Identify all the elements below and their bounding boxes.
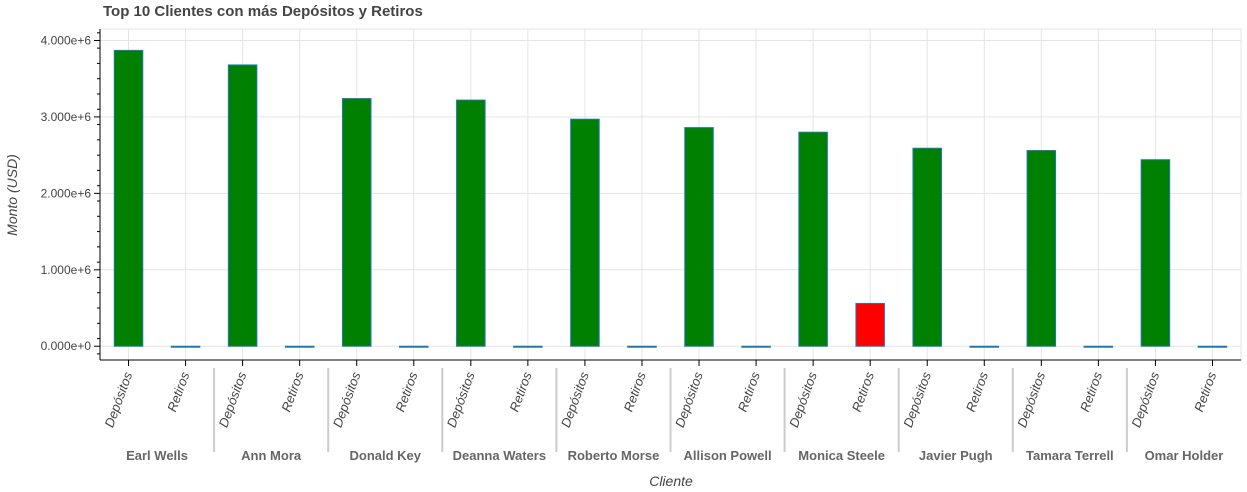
x-subcategory-label: Retiros [278,369,306,413]
x-category-label: Roberto Morse [568,448,660,463]
x-category-label: Deanna Waters [453,448,546,463]
bar-retiros [170,345,201,348]
x-subcategory-label: Depósitos [216,369,250,429]
x-subcategory-label: Retiros [392,369,420,413]
x-subcategory-label: Depósitos [330,369,364,429]
chart-title: Top 10 Clientes con más Depósitos y Reti… [103,3,423,20]
x-subcategory-label: Retiros [621,369,649,413]
x-subcategory-label: Retiros [1077,369,1105,413]
x-subcategory-label: Depósitos [101,369,135,429]
bar-retiros [1197,345,1228,348]
bar-depositos [798,131,828,347]
bar-depositos [1140,159,1171,347]
y-tick-label: 3.000e+6 [41,110,92,124]
x-subcategory-label: Depósitos [900,369,934,429]
bar-depositos [684,127,714,347]
x-subcategory-label: Retiros [963,369,991,413]
x-subcategory-label: Retiros [507,369,535,413]
y-tick-label: 1.000e+6 [41,263,92,277]
bar-retiros [1083,345,1114,348]
bar-retiros [627,345,657,348]
x-category-label: Monica Steele [798,448,885,463]
bar-retiros [855,302,885,347]
x-category-label: Ann Mora [241,448,302,463]
bar-retiros [399,345,429,348]
bar-depositos [227,64,258,347]
x-subcategory-label: Depósitos [786,369,820,429]
x-category-label: Donald Key [349,448,421,463]
y-tick-label: 4.000e+6 [41,33,92,47]
plot-frame [99,28,1242,361]
x-subcategory-label: Retiros [1191,369,1219,413]
x-category-label: Omar Holder [1145,448,1224,463]
x-subcategory-label: Depósitos [1128,369,1162,429]
grid [99,28,1242,361]
axes: 0.000e+0 1.000e+6 2.000e+6 3.000e+6 4.000e+6… [41,29,1241,463]
bar-retiros [741,345,771,348]
bar-depositos [113,49,144,347]
x-category-label: Javier Pugh [919,448,993,463]
bar-depositos [456,99,486,347]
bar-depositos [570,118,600,347]
x-category-label: Allison Powell [683,448,771,463]
x-axis-label: Cliente [649,473,693,487]
bar-depositos [341,98,372,347]
x-category-label: Earl Wells [126,448,188,463]
y-tick-label: 0.000e+0 [41,339,92,353]
bar-retiros [969,345,1000,348]
x-category-label: Tamara Terrell [1026,448,1114,463]
x-subcategory-label: Depósitos [1014,369,1048,429]
x-subcategory-label: Depósitos [558,369,592,429]
x-subcategory-label: Depósitos [672,369,706,429]
x-subcategory-label: Retiros [164,369,192,413]
bars [113,49,1228,348]
x-subcategory-label: Depósitos [444,369,478,429]
bar-depositos [1026,150,1057,347]
y-tick-label: 2.000e+6 [41,186,92,200]
x-subcategory-label: Retiros [849,369,877,413]
bar-retiros [284,345,315,348]
bar-retiros [513,345,543,348]
x-subcategory-label: Retiros [735,369,763,413]
bar-depositos [912,147,942,347]
y-axis-label: Monto (USD) [4,154,20,236]
